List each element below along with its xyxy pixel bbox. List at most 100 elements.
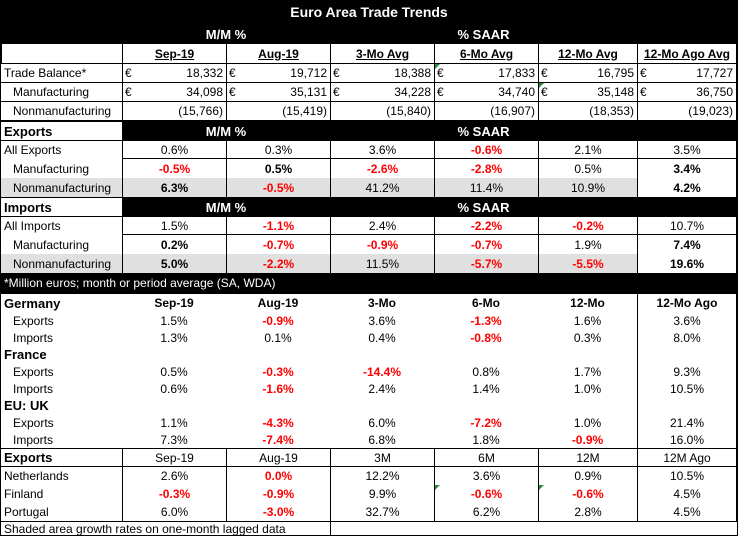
col-head-3-text: 6-Mo Avg — [459, 46, 514, 61]
section-saar-text: % SAAR — [457, 123, 510, 139]
exports2-col-head: 6M — [434, 449, 538, 466]
footnote-text: *Million euros; month or period average … — [4, 276, 276, 290]
balance-cell-text: 19,712 — [290, 66, 327, 80]
col-head-blank — [1, 44, 122, 63]
value-cell: 1.0% — [538, 414, 637, 431]
row-label-text: Trade Balance* — [4, 66, 87, 80]
row-label: Nonmanufacturing — [1, 178, 122, 197]
balance-cell: (15,766)€ — [122, 102, 226, 120]
value-cell-text: 7.4% — [673, 237, 701, 252]
note-marker-icon — [435, 64, 440, 69]
value-cell: 2.6% — [122, 467, 226, 485]
value-cell: 10.9% — [538, 178, 637, 197]
balance-cell: 34,740 € — [434, 83, 538, 101]
value-cell-text: -2.8% — [470, 161, 503, 176]
value-cell: 6.0% — [330, 414, 434, 431]
currency-symbol: € — [541, 85, 548, 99]
value-cell-text: -2.2% — [262, 256, 295, 271]
section-saar: % SAAR — [330, 198, 637, 216]
value-cell-text: -1.1% — [262, 218, 295, 233]
value-cell: -0.3% — [226, 363, 330, 380]
exports2-col-head: Aug-19 — [226, 449, 330, 466]
value-cell-text: -7.2% — [470, 415, 502, 430]
value-cell-text: 1.8% — [472, 432, 500, 447]
header-mm: M/M % — [122, 24, 330, 44]
value-cell: -0.3% — [122, 485, 226, 503]
country-col-head-text: Aug-19 — [257, 296, 299, 310]
header-row: M/M % % SAAR — [1, 23, 737, 44]
row-label: Manufacturing — [1, 159, 122, 178]
value-cell: 1.5% — [122, 217, 226, 235]
exports2-col-head: 12M Ago — [637, 449, 737, 466]
value-cell: -7.4% — [226, 431, 330, 448]
value-cell: 3.4% — [637, 159, 737, 178]
exports2-col-head-text: 12M — [576, 450, 600, 465]
value-cell: 2.4% — [330, 380, 434, 397]
value-cell: 2.4% — [330, 217, 434, 235]
row-label: Imports — [1, 380, 122, 397]
value-cell: 0.5% — [538, 159, 637, 178]
data-row: Nonmanufacturing 6.3% -0.5% 41.2% 11.4% 10.9%… — [1, 178, 737, 197]
note-marker-icon — [539, 83, 544, 88]
section-mm: M/M % — [122, 198, 330, 216]
value-cell-text: 1.1% — [160, 415, 188, 430]
value-cell-text: 3.6% — [673, 313, 701, 328]
value-cell: 1.7% — [538, 363, 637, 380]
value-cell-text: 0.9% — [574, 469, 602, 483]
value-cell-text: -0.8% — [470, 330, 502, 345]
exports2-col-head-text: Sep-19 — [155, 450, 194, 465]
row-label: Manufacturing — [1, 235, 122, 254]
value-cell-text: 1.3% — [160, 330, 188, 345]
balance-cell-text: 34,098 — [186, 85, 223, 99]
data-row: Nonmanufacturing 5.0% -2.2% 11.5% -5.7% -5.5%… — [1, 254, 737, 273]
value-cell: -0.9% — [330, 235, 434, 254]
country-col-head-text: 12-Mo — [570, 296, 605, 310]
col-head-1: Aug-19 — [226, 44, 330, 63]
value-cell-text: 11.4% — [469, 180, 504, 195]
value-cell-text: -7.4% — [262, 432, 294, 447]
country-name-row: EU: UK — [1, 397, 737, 414]
value-cell-text: -0.6% — [470, 487, 503, 501]
value-cell-text: -4.3% — [262, 415, 294, 430]
exports2-col-head: Sep-19 — [122, 449, 226, 466]
exports2-row: Finland -0.3% -0.9% 9.9% -0.6% -0.6% 4.5% — [1, 485, 737, 503]
value-cell: -2.2% — [226, 254, 330, 273]
data-row: Manufacturing -0.5% 0.5% -2.6% -2.8% 0.5% 3.4% — [1, 159, 737, 178]
note-marker-icon — [435, 485, 440, 490]
exports2-row: Netherlands 2.6% 0.0% 12.2% 3.6% 0.9% 10.5% — [1, 467, 737, 485]
balance-cell-text: 34,740 — [498, 85, 535, 99]
value-cell-text: 16.0% — [669, 432, 705, 447]
section-header: Exports M/M % % SAAR — [1, 121, 737, 140]
balance-cell-text: 34,228 — [394, 85, 431, 99]
value-cell: -0.9% — [538, 431, 637, 448]
value-cell-text: 0.3% — [573, 330, 602, 345]
footer-note: Shaded area growth rates on one-month la… — [1, 522, 331, 535]
exports2-row: Portugal 6.0% -3.0% 32.7% 6.2% 2.8% 4.5% — [1, 503, 737, 521]
value-cell: -0.7% — [226, 235, 330, 254]
data-row: Manufacturing 0.2% -0.7% -0.9% -0.7% 1.9% 7.4% — [1, 235, 737, 254]
row-label: Trade Balance* — [1, 64, 122, 82]
value-cell: 21.4% — [637, 414, 737, 431]
balance-row: Nonmanufacturing(15,766)€(15,419)€(15,84… — [1, 102, 737, 121]
balance-cell: 18,332 € — [122, 64, 226, 82]
value-cell-text: -0.5% — [158, 161, 191, 176]
value-cell: -0.8% — [434, 329, 538, 346]
country-name-row: France — [1, 346, 737, 363]
balance-cell: 34,098 € — [122, 83, 226, 101]
balance-cell-text: (15,419) — [282, 104, 327, 118]
country-col-head-text: 6-Mo — [472, 296, 500, 310]
value-cell-text: -0.7% — [470, 237, 503, 252]
balance-cell-text: 18,388 — [394, 66, 431, 80]
value-cell-text: -0.9% — [262, 313, 294, 328]
exports2-title: Exports — [1, 449, 122, 466]
value-cell-text: -5.7% — [470, 256, 503, 271]
value-cell: 0.6% — [122, 380, 226, 397]
data-row: All Imports 1.5% -1.1% 2.4% -2.2% -0.2% 10.7% — [1, 216, 737, 235]
currency-symbol: € — [333, 66, 340, 80]
section-saar-text: % SAAR — [457, 199, 510, 215]
exports2-col-head-text: 12M Ago — [663, 450, 711, 465]
value-cell: 0.6% — [122, 141, 226, 159]
row-label-text: Nonmanufacturing — [13, 104, 112, 118]
row-label-text: Exports — [13, 364, 54, 379]
value-cell: 0.9% — [538, 467, 637, 485]
